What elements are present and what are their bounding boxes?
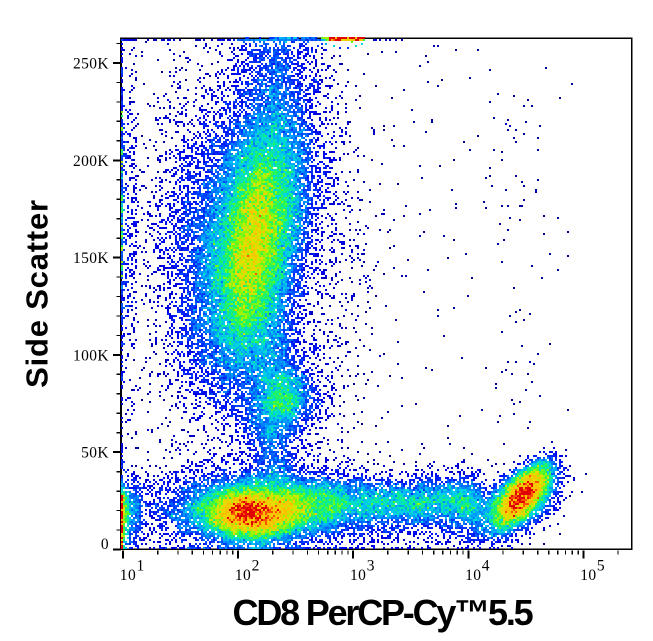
svg-text:2: 2 xyxy=(252,558,260,575)
svg-text:10: 10 xyxy=(465,567,481,584)
svg-text:1: 1 xyxy=(137,558,145,575)
svg-text:200K: 200K xyxy=(73,153,109,170)
svg-text:10: 10 xyxy=(350,567,366,584)
svg-text:10: 10 xyxy=(580,567,596,584)
svg-text:Side Scatter: Side Scatter xyxy=(20,199,55,388)
svg-text:4: 4 xyxy=(482,558,490,575)
svg-text:3: 3 xyxy=(367,558,375,575)
svg-text:0: 0 xyxy=(101,536,109,553)
svg-text:50K: 50K xyxy=(81,445,109,462)
svg-text:10: 10 xyxy=(235,567,251,584)
svg-text:10: 10 xyxy=(120,567,136,584)
svg-text:150K: 150K xyxy=(73,250,109,267)
svg-text:5: 5 xyxy=(597,558,605,575)
svg-text:CD8 PerCP-Cy™5.5: CD8 PerCP-Cy™5.5 xyxy=(233,592,534,633)
svg-text:250K: 250K xyxy=(73,56,109,73)
svg-text:100K: 100K xyxy=(73,347,109,364)
